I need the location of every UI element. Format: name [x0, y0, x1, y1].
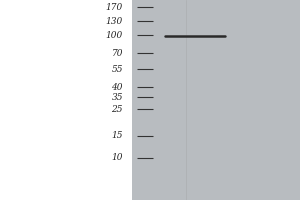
Text: 170: 170 [106, 2, 123, 11]
Text: 40: 40 [112, 83, 123, 92]
FancyBboxPatch shape [132, 0, 300, 200]
Text: 25: 25 [112, 104, 123, 114]
Text: 70: 70 [112, 48, 123, 58]
Text: 130: 130 [106, 17, 123, 25]
Text: 35: 35 [112, 92, 123, 102]
Text: 100: 100 [106, 30, 123, 40]
Text: 55: 55 [112, 64, 123, 73]
Text: 10: 10 [112, 154, 123, 162]
Text: 15: 15 [112, 132, 123, 140]
